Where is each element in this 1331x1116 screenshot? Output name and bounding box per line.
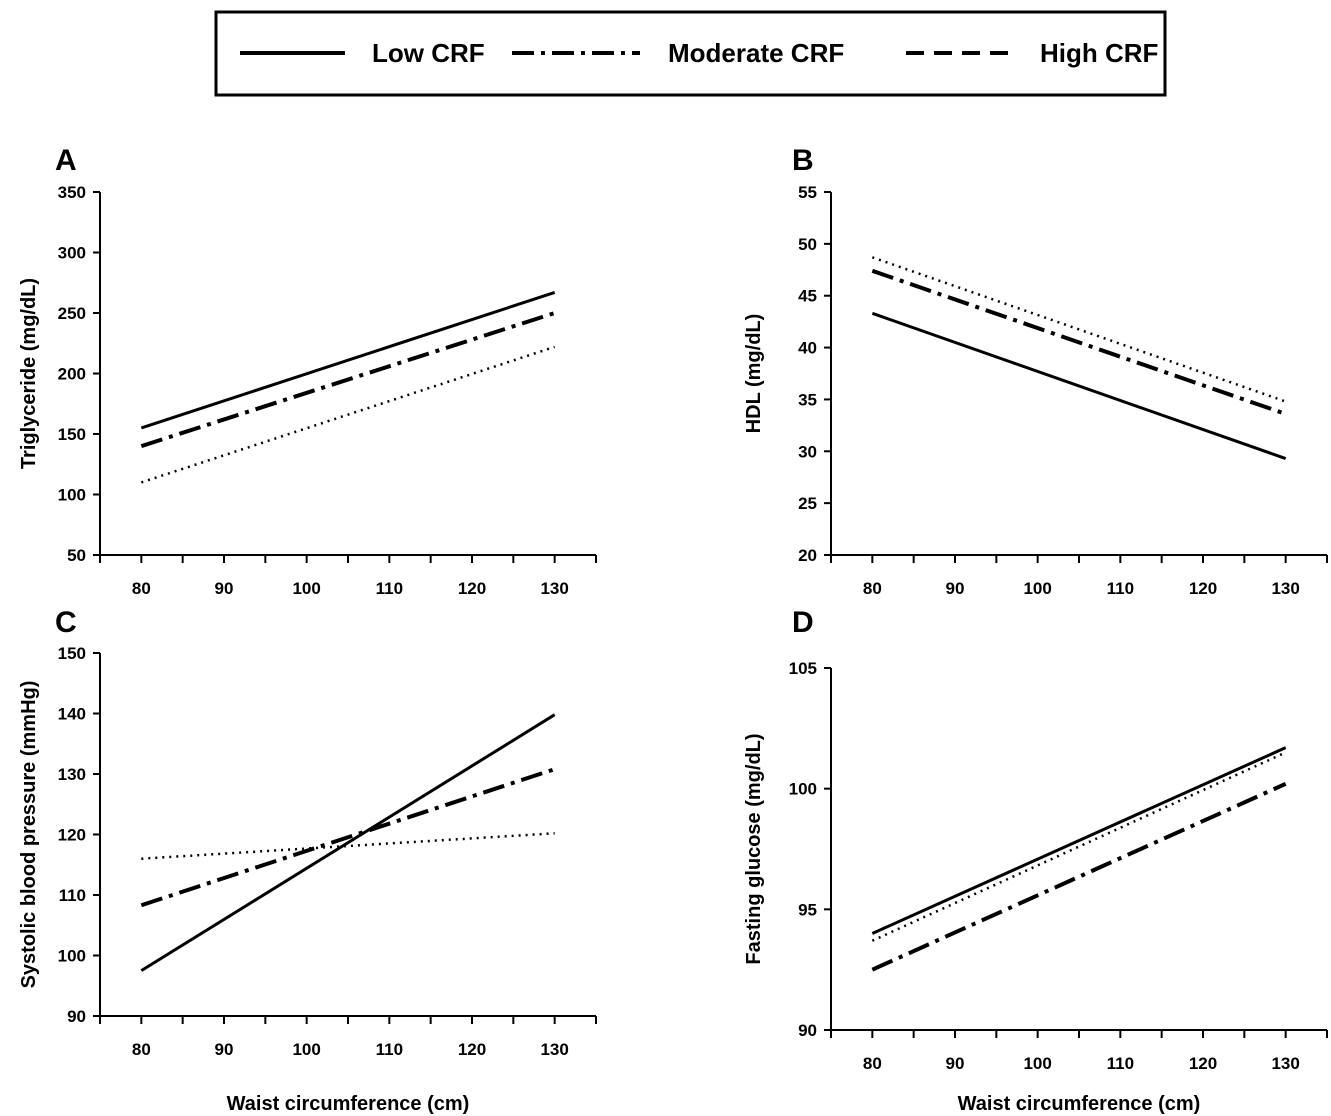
chart-panels: A 50 100 150 200 250 300 350 80 90 100 110 120 130 Tri… — [18, 144, 1328, 1115]
x-tick-label: 120 — [458, 579, 486, 598]
y-tick-label: 120 — [58, 826, 86, 845]
x-tick-label: 110 — [1107, 579, 1134, 598]
legend-label: Moderate CRF — [668, 38, 844, 68]
y-tick-label: 150 — [58, 644, 86, 663]
x-tick-label: 130 — [1271, 1054, 1299, 1073]
x-tick-label: 110 — [376, 579, 403, 598]
y-tick-label: 300 — [58, 244, 86, 263]
x-tick-label: 120 — [458, 1040, 486, 1059]
y-tick-label: 95 — [798, 900, 817, 919]
panel-d: D 90 95 100 105 80 90 100 110 120 130 Fasting gluco… — [743, 606, 1328, 1115]
legend-box — [214, 10, 1167, 97]
x-tick-label: 100 — [292, 1040, 320, 1059]
x-tick-label: 90 — [215, 579, 234, 598]
panel-a: A 50 100 150 200 250 300 350 80 90 100 110 120 130 Tri… — [18, 144, 597, 598]
y-tick-label: 50 — [67, 546, 86, 565]
panel-b: B 20 25 30 35 40 45 50 55 80 90 100 110 120 130 HDL (mg… — [743, 144, 1328, 598]
x-tick-label: 110 — [1107, 1054, 1134, 1073]
series-line-high-crf — [871, 751, 1287, 942]
y-tick-label: 100 — [58, 486, 86, 505]
y-tick-label: 110 — [59, 886, 86, 905]
x-tick-label: 80 — [863, 1054, 882, 1073]
y-tick-label: 30 — [798, 442, 817, 461]
y-tick-label: 90 — [67, 1007, 86, 1026]
panel-letter: D — [792, 606, 814, 639]
series-line-moderate-crf — [140, 767, 556, 908]
series-line-low-crf — [140, 713, 556, 972]
y-tick-label: 200 — [58, 365, 86, 384]
x-tick-label: 130 — [540, 579, 568, 598]
x-tick-label: 100 — [292, 579, 320, 598]
series-line-low-crf — [871, 311, 1287, 460]
panel-letter: C — [55, 606, 77, 639]
x-tick-label: 130 — [1271, 579, 1299, 598]
y-tick-label: 55 — [798, 183, 817, 202]
y-tick-label: 100 — [789, 780, 817, 799]
y-tick-label: 150 — [58, 425, 86, 444]
series-line-low-crf — [871, 746, 1287, 935]
x-tick-label: 80 — [132, 579, 151, 598]
series-line-high-crf — [871, 256, 1287, 403]
x-tick-label: 90 — [215, 1040, 234, 1059]
x-tick-label: 100 — [1023, 579, 1051, 598]
panel-letter: B — [792, 144, 814, 177]
x-tick-label: 120 — [1189, 579, 1217, 598]
y-tick-label: 105 — [789, 659, 817, 678]
x-tick-label: 90 — [946, 1054, 965, 1073]
y-tick-label: 90 — [798, 1021, 817, 1040]
x-tick-label: 130 — [540, 1040, 568, 1059]
y-axis-title: Systolic blood pressure (mmHg) — [18, 681, 40, 989]
series-line-moderate-crf — [871, 782, 1287, 972]
y-tick-label: 45 — [798, 287, 817, 306]
x-axis-title: Waist circumference (cm) — [227, 1093, 470, 1115]
legend-label: Low CRF — [372, 38, 485, 68]
y-tick-label: 350 — [58, 183, 86, 202]
x-tick-label: 80 — [132, 1040, 151, 1059]
y-axis-title: Fasting glucose (mg/dL) — [743, 733, 765, 964]
panel-c: C 90 100 110 120 130 140 150 80 90 100 110 120 130 Sys… — [18, 606, 597, 1115]
y-tick-label: 20 — [798, 546, 817, 565]
y-tick-label: 130 — [58, 765, 86, 784]
x-tick-label: 100 — [1023, 1054, 1051, 1073]
y-tick-label: 50 — [798, 235, 817, 254]
x-axis-title: Waist circumference (cm) — [958, 1093, 1201, 1115]
y-tick-label: 40 — [798, 339, 817, 358]
y-tick-label: 100 — [58, 947, 86, 966]
x-tick-label: 110 — [376, 1040, 403, 1059]
y-tick-label: 25 — [798, 494, 817, 513]
panel-letter: A — [55, 144, 77, 177]
series-line-moderate-crf — [871, 268, 1287, 416]
legend-label: High CRF — [1040, 38, 1158, 68]
y-tick-label: 250 — [58, 304, 86, 323]
series-line-moderate-crf — [140, 311, 556, 449]
y-tick-label: 140 — [58, 705, 86, 724]
legend: Low CRF Moderate CRF High CRF — [214, 10, 1167, 97]
y-axis-title: HDL (mg/dL) — [743, 314, 765, 434]
y-tick-label: 35 — [798, 390, 817, 409]
x-tick-label: 80 — [863, 579, 882, 598]
series-line-low-crf — [140, 291, 556, 430]
x-tick-label: 120 — [1189, 1054, 1217, 1073]
series-line-high-crf — [140, 345, 556, 484]
x-tick-label: 90 — [946, 579, 965, 598]
y-axis-title: Triglyceride (mg/dL) — [18, 278, 40, 469]
